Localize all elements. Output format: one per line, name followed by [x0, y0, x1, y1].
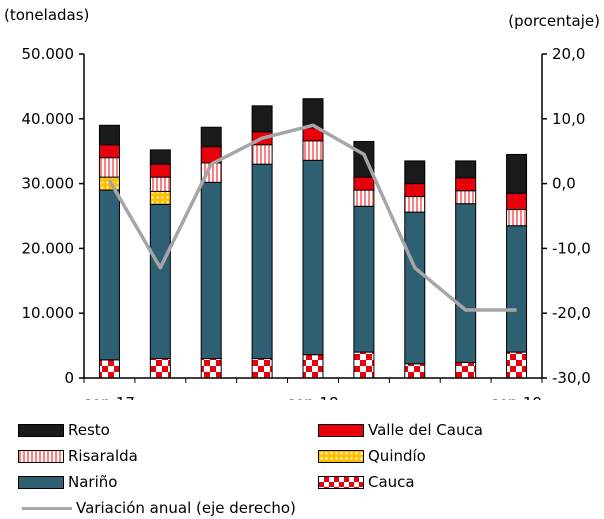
legend-label-variacion-anual: Variación anual (eje derecho)	[76, 499, 296, 517]
bar-segment-cauca-8	[506, 351, 528, 379]
legend-item-risaralda: Risaralda	[18, 447, 138, 465]
bar-segment-risaralda-7	[455, 190, 477, 205]
bar-segment-resto-3	[251, 105, 273, 133]
legend-swatch-narino	[18, 475, 64, 489]
bar-segment-resto-1	[149, 149, 171, 165]
x-tick-label-8: sep-19	[491, 394, 542, 400]
bar-segment-cauca-7	[455, 361, 477, 379]
legend-swatch-cauca	[318, 475, 364, 489]
bar-segment-valle-del-cauca-0	[98, 144, 120, 159]
right-tick-label-1: -20,0	[552, 304, 591, 322]
legend-swatch-resto	[18, 423, 64, 437]
legend-item-resto: Resto	[18, 421, 110, 439]
bar-segment-cauca-5	[353, 351, 375, 379]
bar-segment-cauca-6	[404, 363, 426, 379]
bar-segment-valle-del-cauca-6	[404, 183, 426, 198]
right-tick-label-2: -10,0	[552, 239, 591, 257]
bar-segment-risaralda-1	[149, 176, 171, 192]
bar-segment-resto-8	[506, 153, 528, 194]
bar-segment-risaralda-6	[404, 196, 426, 213]
bar-segment-nariño-0	[98, 189, 120, 361]
legend-swatch-risaralda	[18, 449, 64, 463]
bar-segment-nariño-6	[404, 211, 426, 365]
legend-item-variacion-anual: Variación anual (eje derecho)	[22, 499, 296, 517]
right-tick-label-4: 10,0	[552, 110, 585, 128]
bar-segment-resto-0	[98, 124, 120, 146]
legend-line-variacion-anual	[22, 506, 72, 510]
legend-swatch-valle-del-cauca	[318, 423, 364, 437]
bar-segment-cauca-0	[98, 359, 120, 379]
bar-segment-risaralda-3	[251, 144, 273, 165]
legend-label-cauca: Cauca	[368, 473, 415, 491]
bar-segment-nariño-7	[455, 203, 477, 363]
bar-segment-risaralda-0	[98, 157, 120, 178]
bar-segment-risaralda-8	[506, 209, 528, 227]
left-tick-label-3: 30.000	[22, 175, 75, 193]
legend-label-resto: Resto	[68, 421, 110, 439]
chart: (toneladas) (porcentaje) 0 10.000 20.000 30…	[4, 6, 600, 400]
bar-segment-nariño-4	[302, 159, 324, 356]
bar-segment-valle-del-cauca-5	[353, 176, 375, 191]
bar-segment-resto-6	[404, 160, 426, 185]
left-tick-label-5: 50.000	[22, 45, 75, 63]
legend-item-quindio: Quindío	[318, 447, 426, 465]
bar-segment-resto-7	[455, 160, 477, 179]
left-tick-label-2: 20.000	[22, 239, 75, 257]
right-tick-label-5: 20,0	[552, 45, 585, 63]
legend-item-narino: Nariño	[18, 473, 117, 491]
legend-item-cauca: Cauca	[318, 473, 415, 491]
bar-segment-valle-del-cauca-1	[149, 163, 171, 178]
x-tick-label-4: sep-18	[287, 394, 338, 400]
bar-segment-cauca-4	[302, 354, 324, 379]
bar-segment-risaralda-5	[353, 189, 375, 207]
chart-marks: 0 10.000 20.000 30.000 40.000 50.000 -30,0 -20,…	[22, 45, 591, 400]
legend-label-valle-del-cauca: Valle del Cauca	[368, 421, 483, 439]
bar-segment-nariño-3	[251, 163, 273, 360]
left-tick-label-4: 40.000	[22, 110, 75, 128]
bar-segment-risaralda-4	[302, 140, 324, 161]
right-tick-label-3: 0,0	[552, 175, 576, 193]
bar-segment-nariño-8	[506, 225, 528, 353]
legend-label-quindio: Quindío	[368, 447, 426, 465]
left-axis-label: (toneladas)	[4, 6, 89, 24]
bar-segment-valle-del-cauca-8	[506, 192, 528, 211]
legend-swatch-quindio	[318, 449, 364, 463]
legend-item-valle-del-cauca: Valle del Cauca	[318, 421, 483, 439]
bar-segment-nariño-1	[149, 203, 171, 360]
line-series-variacion-anual	[107, 123, 517, 312]
right-axis-label: (porcentaje)	[508, 12, 600, 30]
bar-segment-cauca-2	[200, 358, 222, 379]
left-tick-label-1: 10.000	[22, 304, 75, 322]
bar-segment-valle-del-cauca-7	[455, 177, 477, 192]
bar-segment-nariño-5	[353, 205, 375, 353]
bar-segment-cauca-1	[149, 358, 171, 379]
bar-segment-cauca-3	[251, 358, 273, 379]
bar-segment-quindío-1	[149, 190, 171, 205]
right-tick-label-0: -30,0	[552, 369, 591, 387]
bar-segment-nariño-2	[200, 181, 222, 360]
bar-segment-resto-2	[200, 126, 222, 148]
legend-label-risaralda: Risaralda	[68, 447, 138, 465]
legend-label-narino: Nariño	[68, 473, 118, 491]
left-tick-label-0: 0	[64, 369, 74, 387]
bar-segment-resto-4	[302, 98, 324, 129]
x-tick-label-0: sep-17	[84, 394, 135, 400]
